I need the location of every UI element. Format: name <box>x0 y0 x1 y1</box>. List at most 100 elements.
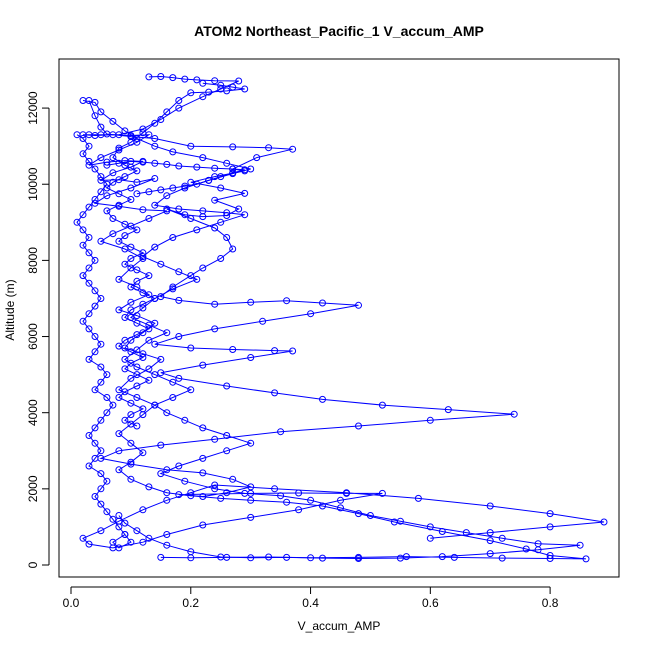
data-point <box>217 81 225 89</box>
data-point <box>319 299 326 307</box>
data-point <box>127 298 135 306</box>
data-point <box>175 462 183 470</box>
series-line <box>82 100 605 549</box>
data-series <box>79 73 590 563</box>
data-point <box>85 355 93 363</box>
data-point <box>145 376 153 384</box>
data-point <box>139 158 147 166</box>
data-point <box>145 73 153 81</box>
data-point <box>396 517 404 525</box>
data-point <box>486 550 494 558</box>
data-point <box>450 553 458 561</box>
data-point <box>103 371 111 379</box>
data-point <box>295 506 303 514</box>
x-tick-label: 0.2 <box>182 596 199 610</box>
data-point <box>241 211 249 219</box>
y-tick-label: 10000 <box>26 167 40 201</box>
data-point <box>127 460 135 468</box>
data-point <box>169 378 177 386</box>
data-point <box>175 162 183 170</box>
data-point <box>223 382 231 390</box>
data-point <box>109 117 117 125</box>
data-point <box>139 289 147 297</box>
series-line <box>76 134 132 549</box>
data-point <box>157 441 165 449</box>
data-point <box>199 79 207 87</box>
data-series <box>103 157 249 198</box>
data-point <box>139 300 147 308</box>
data-point <box>151 142 159 150</box>
data-point <box>115 544 123 552</box>
data-point <box>103 477 111 485</box>
data-point <box>193 163 201 171</box>
data-point <box>498 534 506 542</box>
data-point <box>97 363 105 371</box>
data-point <box>163 531 171 538</box>
data-point <box>181 75 189 83</box>
data-point <box>97 188 105 196</box>
data-point <box>175 205 183 213</box>
data-point <box>229 245 237 253</box>
data-point <box>175 333 183 340</box>
data-point <box>103 130 111 138</box>
data-point <box>79 534 87 542</box>
data-point <box>229 143 237 151</box>
data-point <box>109 169 117 177</box>
data-point <box>187 489 195 497</box>
data-point <box>163 329 171 337</box>
data-point <box>546 555 554 562</box>
data-point <box>289 145 297 153</box>
data-point <box>91 493 99 500</box>
data-point <box>133 226 141 234</box>
data-point <box>181 182 189 190</box>
data-point <box>211 164 219 172</box>
data-point <box>211 485 219 493</box>
data-point <box>217 494 225 502</box>
data-point <box>127 538 135 546</box>
data-point <box>145 336 153 344</box>
data-point <box>127 138 135 146</box>
data-point <box>133 382 141 390</box>
chart-title: ATOM2 Northeast_Pacific_1 V_accum_AMP <box>194 23 484 39</box>
data-point <box>115 144 123 152</box>
data-point <box>85 279 93 287</box>
data-point <box>211 196 219 204</box>
data-point <box>163 541 171 549</box>
data-point <box>253 154 261 162</box>
data-point <box>85 249 93 257</box>
series-line <box>106 160 245 195</box>
data-point <box>205 176 213 184</box>
data-point <box>115 394 123 401</box>
data-point <box>175 268 183 276</box>
data-point <box>247 513 255 521</box>
data-point <box>396 554 404 562</box>
data-point <box>193 180 201 188</box>
data-point <box>199 154 207 162</box>
data-point <box>121 336 129 344</box>
data-point <box>85 462 93 470</box>
data-point <box>462 529 470 537</box>
data-point <box>193 76 201 84</box>
data-point <box>133 346 141 354</box>
data-series <box>79 97 608 552</box>
data-point <box>79 97 87 104</box>
data-point <box>121 232 129 240</box>
data-point <box>133 277 141 285</box>
data-point <box>139 249 147 257</box>
data-point <box>169 285 177 293</box>
data-point <box>151 159 159 167</box>
data-point <box>121 365 129 373</box>
data-point <box>217 85 225 93</box>
data-point <box>229 346 237 353</box>
data-point <box>109 154 117 162</box>
data-point <box>103 184 111 192</box>
data-point <box>115 146 123 154</box>
data-point <box>97 416 105 424</box>
data-point <box>151 340 159 348</box>
data-point <box>229 83 237 91</box>
data-point <box>169 394 177 401</box>
data-point <box>223 234 231 241</box>
data-point <box>241 489 249 497</box>
data-point <box>133 363 141 371</box>
